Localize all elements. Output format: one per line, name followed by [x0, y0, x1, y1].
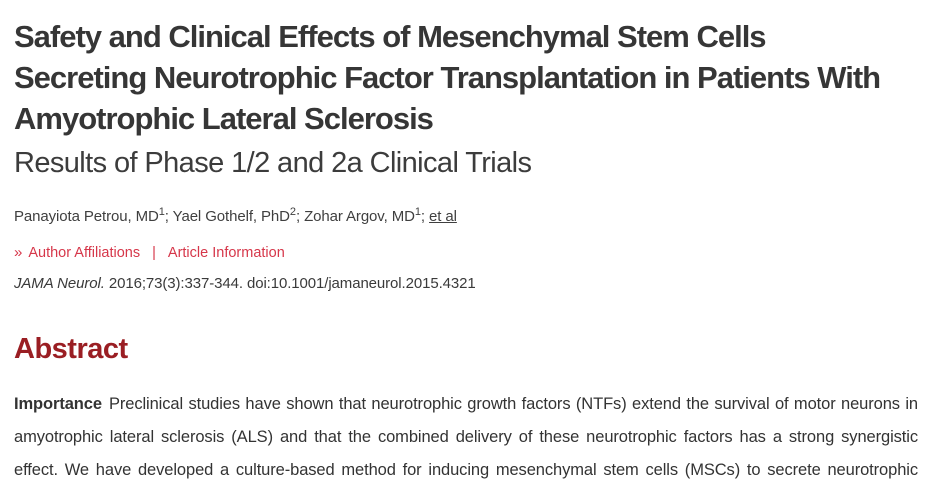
author-1-affiliation-sup: 1 [158, 206, 165, 218]
abstract-importance-paragraph: Importance Preclinical studies have shown… [14, 388, 918, 485]
citation-line: JAMA Neurol. 2016;73(3):337-344. doi:10.… [14, 275, 918, 292]
article-subtitle: Results of Phase 1/2 and 2a Clinical Tri… [14, 147, 532, 179]
et-al-link[interactable]: et al [429, 208, 457, 225]
abstract-section: Abstract Importance Preclinical studies h… [14, 332, 918, 485]
abstract-heading: Abstract [14, 333, 128, 365]
author-2-affiliation-sup: 2 [289, 206, 296, 218]
author-separator: ; [164, 208, 173, 225]
importance-label: Importance [14, 395, 102, 413]
author-3-affiliation-sup: 1 [414, 206, 421, 218]
author-2: Yael Gothelf, PhD2 [172, 206, 296, 226]
author-line: Panayiota Petrou, MD1; Yael Gothelf, PhD… [14, 206, 918, 226]
author-affiliations-link[interactable]: Author Affiliations [28, 245, 141, 261]
author-separator: ; [295, 208, 305, 225]
author-1-name: Panayiota Petrou, MD [14, 208, 159, 225]
citation-details: 2016;73(3):337-344. doi:10.1001/jamaneur… [104, 275, 476, 292]
author-1: Panayiota Petrou, MD1 [14, 206, 165, 226]
article-title-text: Safety and Clinical Effects of Mesenchym… [14, 19, 881, 136]
links-separator: | [152, 245, 156, 261]
author-3-name: Zohar Argov, MD [304, 208, 415, 225]
double-chevron-icon: » [14, 244, 23, 261]
article-header: Safety and Clinical Effects of Mesenchym… [14, 16, 918, 292]
author-separator: ; [420, 208, 430, 225]
article-information-link[interactable]: Article Information [167, 245, 285, 261]
importance-text: Preclinical studies have shown that neur… [14, 395, 918, 479]
article-links-row: » Author Affiliations | Article Information [14, 244, 918, 261]
citation-journal: JAMA Neurol. [14, 275, 105, 292]
author-2-name: Yael Gothelf, PhD [172, 208, 290, 225]
article-title: Safety and Clinical Effects of Mesenchym… [14, 16, 894, 182]
author-3: Zohar Argov, MD1 [304, 206, 421, 226]
